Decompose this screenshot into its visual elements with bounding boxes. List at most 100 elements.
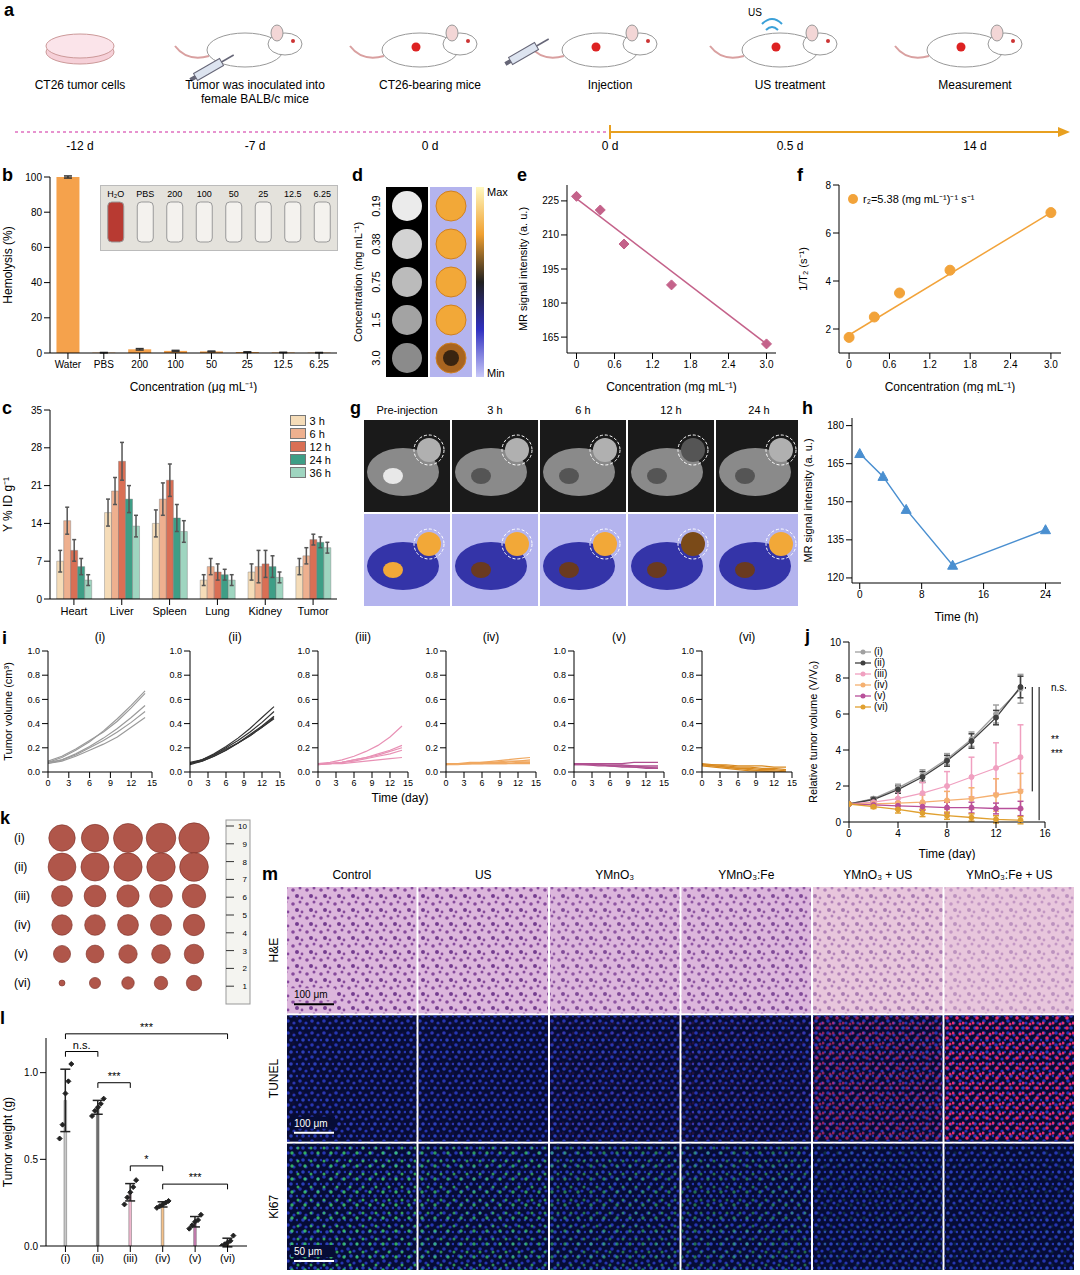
svg-text:n.s.: n.s.: [73, 1039, 91, 1051]
svg-text:Hemolysis (%): Hemolysis (%): [1, 226, 15, 303]
svg-text:100: 100: [167, 359, 184, 370]
svg-text:Tumor volume (cm³): Tumor volume (cm³): [2, 662, 14, 761]
svg-text:6: 6: [825, 228, 831, 239]
svg-text:MR signal intensity (a. u.): MR signal intensity (a. u.): [802, 438, 814, 562]
svg-text:3.0: 3.0: [1044, 359, 1058, 370]
svg-text:1.0: 1.0: [553, 646, 566, 656]
svg-text:H&E: H&E: [267, 938, 281, 963]
svg-text:0.6: 0.6: [608, 359, 622, 370]
svg-text:Liver: Liver: [110, 605, 134, 617]
svg-text:12: 12: [990, 828, 1002, 839]
svg-text:12: 12: [513, 778, 523, 788]
svg-text:0.4: 0.4: [169, 719, 182, 729]
svg-text:0: 0: [857, 589, 863, 600]
svg-text:0.2: 0.2: [425, 743, 438, 753]
svg-text:Tumor weight (g): Tumor weight (g): [1, 1097, 15, 1187]
svg-text:0.38: 0.38: [370, 233, 382, 254]
svg-text:(iii): (iii): [14, 889, 30, 903]
svg-text:100 μm: 100 μm: [294, 1118, 328, 1129]
svg-text:3: 3: [461, 778, 466, 788]
svg-text:0.8: 0.8: [27, 670, 40, 680]
svg-text:0.4: 0.4: [425, 719, 438, 729]
svg-text:2.4: 2.4: [722, 359, 736, 370]
svg-text:***: ***: [108, 1070, 122, 1082]
svg-text:50 μm: 50 μm: [294, 1246, 322, 1257]
svg-text:Y % ID g⁻¹: Y % ID g⁻¹: [1, 477, 15, 532]
svg-text:0: 0: [846, 828, 852, 839]
svg-text:(v): (v): [14, 947, 28, 961]
svg-text:100 μm: 100 μm: [294, 989, 328, 1000]
svg-text:3: 3: [589, 778, 594, 788]
svg-text:14: 14: [31, 518, 43, 529]
svg-text:200: 200: [167, 189, 182, 199]
svg-text:50: 50: [206, 359, 218, 370]
svg-text:8: 8: [919, 589, 925, 600]
svg-text:3: 3: [205, 778, 210, 788]
svg-text:6: 6: [735, 778, 740, 788]
svg-text:210: 210: [542, 229, 559, 240]
svg-text:0.2: 0.2: [681, 743, 694, 753]
svg-text:Min: Min: [487, 367, 505, 379]
svg-text:PBS: PBS: [136, 189, 154, 199]
svg-text:21: 21: [31, 480, 43, 491]
svg-text:0: 0: [835, 817, 841, 828]
svg-text:6: 6: [479, 778, 484, 788]
svg-text:0: 0: [443, 778, 448, 788]
svg-text:225: 225: [542, 195, 559, 206]
svg-text:0.5: 0.5: [24, 1154, 38, 1165]
svg-text:25: 25: [258, 189, 268, 199]
svg-text:0.0: 0.0: [169, 767, 182, 777]
svg-text:3.0: 3.0: [760, 359, 774, 370]
svg-text:200: 200: [131, 359, 148, 370]
svg-text:24: 24: [1040, 589, 1052, 600]
svg-text:0: 0: [36, 594, 42, 605]
svg-text:7: 7: [36, 556, 42, 567]
svg-text:PBS: PBS: [94, 359, 114, 370]
svg-text:Spleen: Spleen: [152, 605, 186, 617]
svg-text:12: 12: [641, 778, 651, 788]
svg-text:(iii): (iii): [123, 1252, 138, 1264]
svg-text:n.s.: n.s.: [1051, 682, 1067, 693]
svg-text:0.0: 0.0: [297, 767, 310, 777]
svg-text:6 h: 6 h: [575, 404, 590, 416]
svg-text:9: 9: [243, 840, 248, 849]
svg-text:0.2: 0.2: [27, 743, 40, 753]
svg-text:195: 195: [542, 264, 559, 275]
svg-text:0.2: 0.2: [169, 743, 182, 753]
svg-text:6: 6: [607, 778, 612, 788]
svg-text:(vi): (vi): [220, 1252, 235, 1264]
svg-text:***: ***: [140, 1021, 154, 1033]
svg-text:5: 5: [243, 911, 248, 920]
svg-text:20: 20: [31, 312, 43, 323]
svg-text:Lung: Lung: [205, 605, 229, 617]
svg-text:24 h: 24 h: [748, 404, 769, 416]
svg-text:0.4: 0.4: [553, 719, 566, 729]
svg-text:(i): (i): [14, 831, 25, 845]
svg-text:4: 4: [895, 828, 901, 839]
svg-text:1.0: 1.0: [681, 646, 694, 656]
svg-text:3.0: 3.0: [370, 350, 382, 365]
svg-text:0: 0: [315, 778, 320, 788]
svg-text:4: 4: [825, 276, 831, 287]
svg-text:Time (h): Time (h): [934, 610, 978, 623]
svg-text:100: 100: [197, 189, 212, 199]
svg-text:16: 16: [978, 589, 990, 600]
svg-text:3 h: 3 h: [487, 404, 502, 416]
svg-text:50: 50: [229, 189, 239, 199]
svg-text:0.0: 0.0: [553, 767, 566, 777]
svg-text:1.0: 1.0: [169, 646, 182, 656]
svg-text:0.8: 0.8: [681, 670, 694, 680]
svg-text:180: 180: [542, 298, 559, 309]
svg-text:*: *: [144, 1153, 149, 1165]
svg-text:1: 1: [243, 982, 248, 991]
svg-text:12.5: 12.5: [273, 359, 293, 370]
svg-text:25: 25: [242, 359, 254, 370]
svg-text:Tumor: Tumor: [297, 605, 329, 617]
svg-text:9: 9: [625, 778, 630, 788]
svg-text:Concentration (mg mL⁻¹): Concentration (mg mL⁻¹): [352, 222, 364, 342]
svg-text:(v): (v): [189, 1252, 202, 1264]
svg-text:60: 60: [31, 242, 43, 253]
svg-text:0.75: 0.75: [370, 271, 382, 292]
svg-text:0.2: 0.2: [297, 743, 310, 753]
svg-text:0: 0: [571, 778, 576, 788]
